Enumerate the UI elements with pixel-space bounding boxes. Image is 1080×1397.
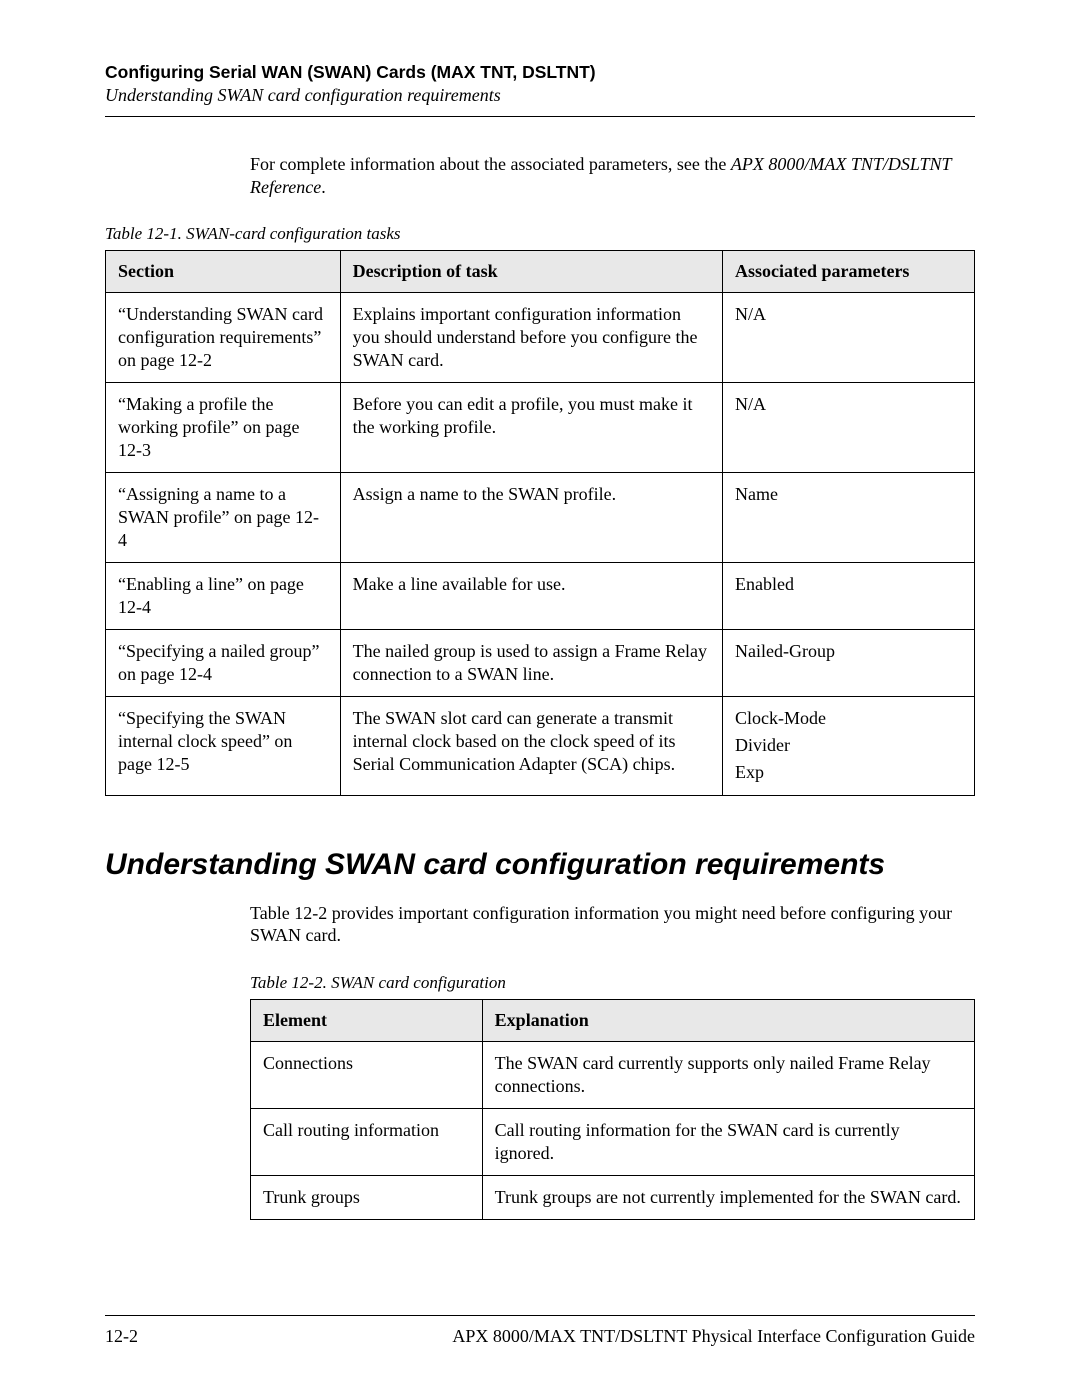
table2-cell-element: Connections [251,1041,483,1108]
table1-cell-desc: The SWAN slot card can generate a transm… [340,697,722,795]
page-footer: 12-2 APX 8000/MAX TNT/DSLTNT Physical In… [105,1315,975,1347]
page-header: Configuring Serial WAN (SWAN) Cards (MAX… [105,62,975,117]
table1-cell-desc: Before you can edit a profile, you must … [340,383,722,473]
table1-param: N/A [735,393,962,416]
table1-cell-desc: Assign a name to the SWAN profile. [340,473,722,563]
table2-cell-element: Call routing information [251,1108,483,1175]
table1-cell-section: “Specifying the SWAN internal clock spee… [106,697,341,795]
table1-cell-desc: Make a line available for use. [340,563,722,630]
footer-page-number: 12-2 [105,1326,138,1347]
intro-paragraph: For complete information about the assoc… [250,153,975,198]
table1-param: Enabled [735,573,962,596]
table1-cell-params: N/A [722,383,974,473]
table2-cell-explanation: Call routing information for the SWAN ca… [482,1108,974,1175]
table2-header-element: Element [251,999,483,1041]
intro-text-before: For complete information about the assoc… [250,154,731,174]
section-intro-paragraph: Table 12-2 provides important configurat… [250,902,975,947]
table1-cell-section: “Assigning a name to a SWAN profile” on … [106,473,341,563]
table2-header-row: Element Explanation [251,999,975,1041]
table1-cell-section: “Understanding SWAN card configuration r… [106,293,341,383]
table1-cell-params: Enabled [722,563,974,630]
footer-rule [105,1315,975,1316]
header-rule [105,116,975,117]
table-row: Call routing informationCall routing inf… [251,1108,975,1175]
table1-header-section: Section [106,251,341,293]
header-section-title: Understanding SWAN card configuration re… [105,85,975,106]
table1-cell-section: “Specifying a nailed group” on page 12-4 [106,630,341,697]
table1-param: N/A [735,303,962,326]
table-row: “Understanding SWAN card configuration r… [106,293,975,383]
table1-cell-section: “Making a profile the working profile” o… [106,383,341,473]
table1-param: Nailed-Group [735,640,962,663]
table1-cell-section: “Enabling a line” on page 12-4 [106,563,341,630]
table1-header-params: Associated parameters [722,251,974,293]
footer-doc-title: APX 8000/MAX TNT/DSLTNT Physical Interfa… [452,1326,975,1347]
table-row: “Specifying a nailed group” on page 12-4… [106,630,975,697]
section-heading: Understanding SWAN card configuration re… [105,848,975,882]
table1-caption: Table 12-1. SWAN-card configuration task… [105,224,975,244]
table1-cell-params: Nailed-Group [722,630,974,697]
table1-header-desc: Description of task [340,251,722,293]
table2-cell-element: Trunk groups [251,1175,483,1219]
table1-cell-desc: Explains important configuration informa… [340,293,722,383]
header-chapter-title: Configuring Serial WAN (SWAN) Cards (MAX… [105,62,975,83]
table-row: “Making a profile the working profile” o… [106,383,975,473]
table-row: ConnectionsThe SWAN card currently suppo… [251,1041,975,1108]
table1-param: Clock-Mode [735,707,962,730]
table-row: “Assigning a name to a SWAN profile” on … [106,473,975,563]
table1: Section Description of task Associated p… [105,250,975,796]
table1-cell-desc: The nailed group is used to assign a Fra… [340,630,722,697]
document-page: Configuring Serial WAN (SWAN) Cards (MAX… [0,0,1080,1397]
table1-cell-params: Name [722,473,974,563]
table1-cell-params: Clock-Mode Divider Exp [722,697,974,795]
table2-caption: Table 12-2. SWAN card configuration [250,973,975,993]
table1-header-row: Section Description of task Associated p… [106,251,975,293]
table-row: Trunk groupsTrunk groups are not current… [251,1175,975,1219]
table-row: “Specifying the SWAN internal clock spee… [106,697,975,795]
table1-param: Exp [735,761,962,784]
table2-cell-explanation: Trunk groups are not currently implement… [482,1175,974,1219]
table1-cell-params: N/A [722,293,974,383]
table1-param: Divider [735,734,962,757]
intro-text-after: . [321,177,326,197]
table2-cell-explanation: The SWAN card currently supports only na… [482,1041,974,1108]
table2-header-explanation: Explanation [482,999,974,1041]
table1-param: Name [735,483,962,506]
table-row: “Enabling a line” on page 12-4Make a lin… [106,563,975,630]
table2: Element Explanation ConnectionsThe SWAN … [250,999,975,1220]
